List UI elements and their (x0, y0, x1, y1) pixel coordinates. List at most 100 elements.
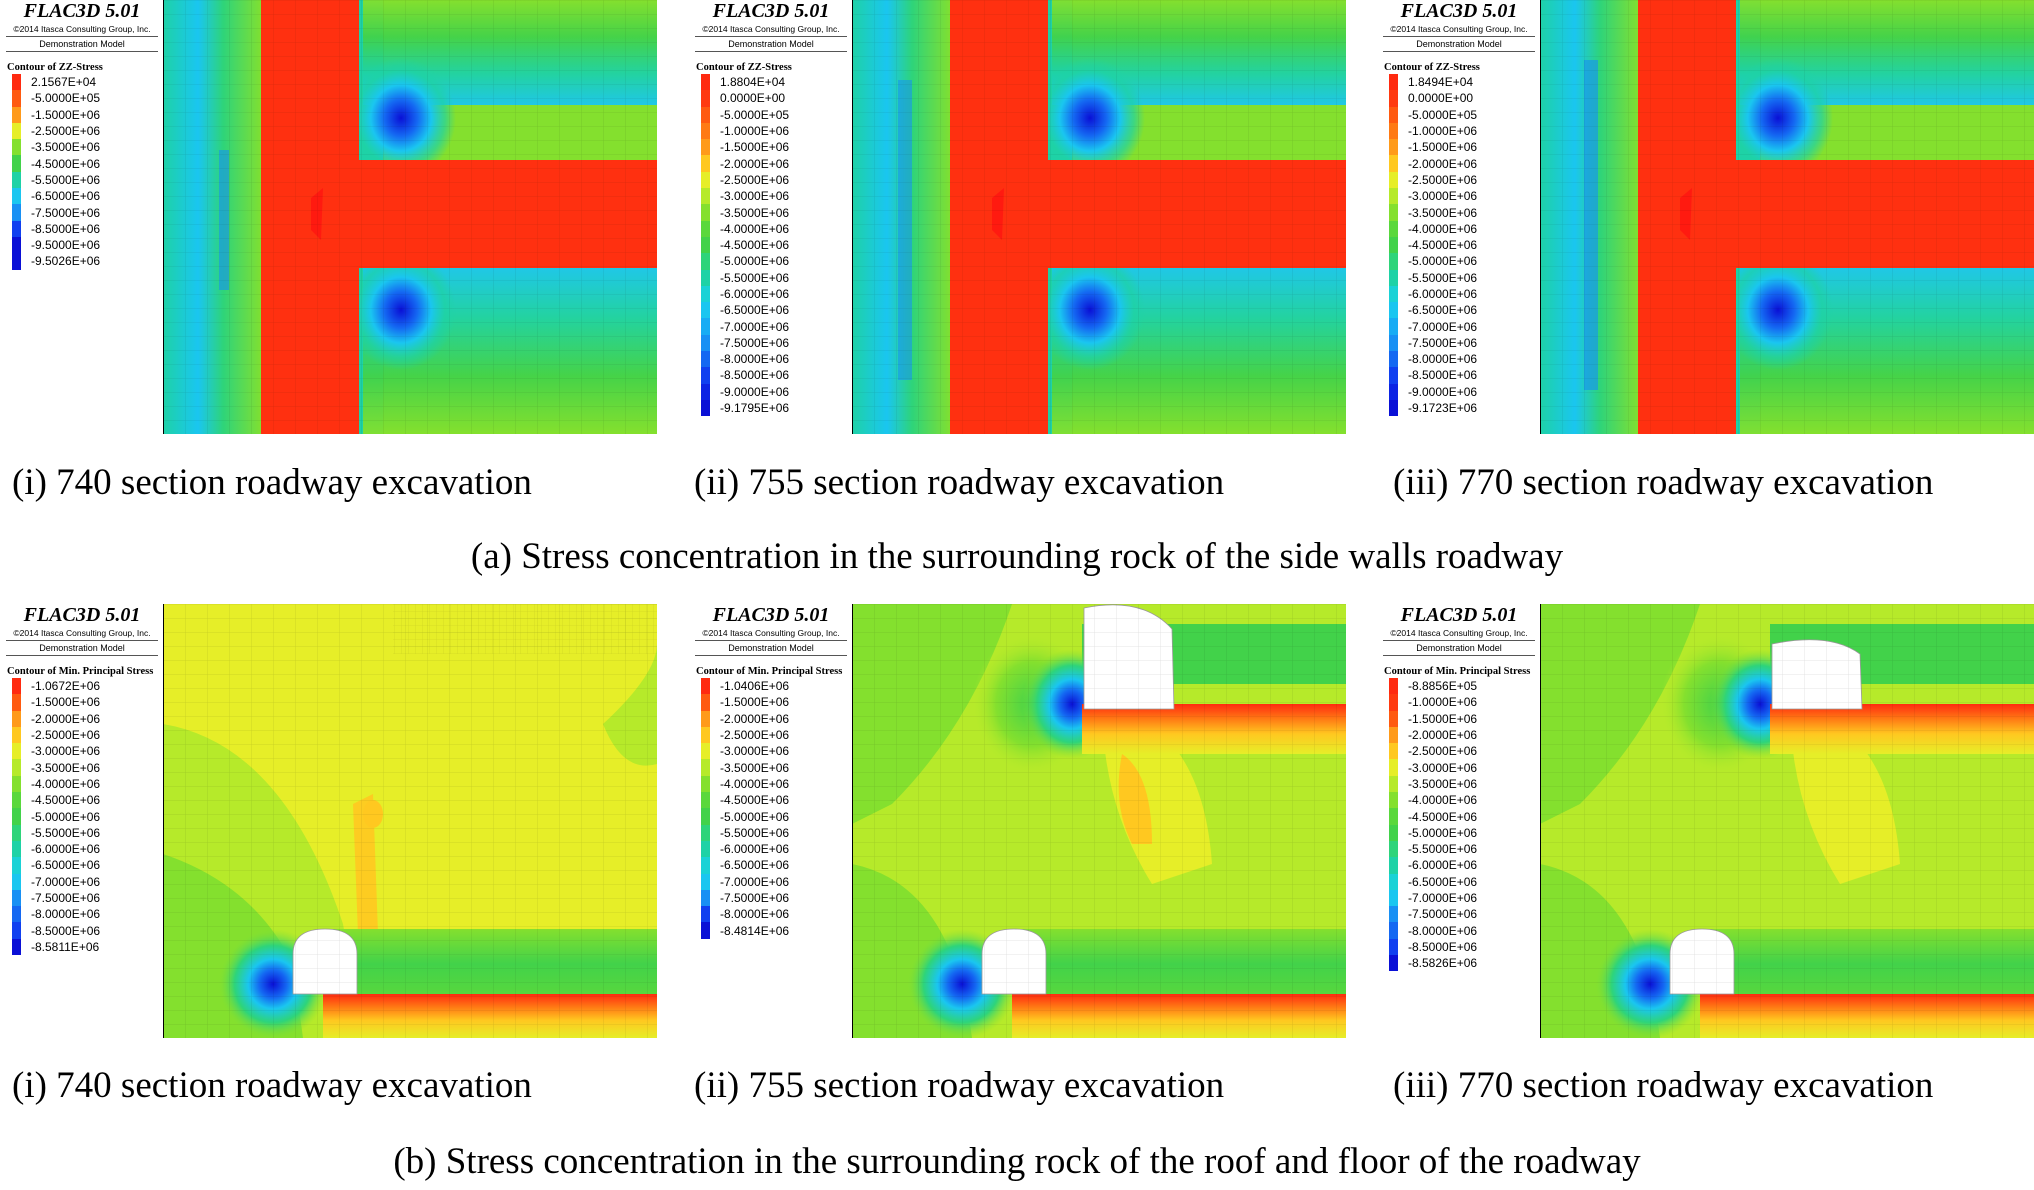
divider (6, 640, 158, 641)
legend-entry: -7.0000E+06 (693, 318, 849, 335)
contour-title: Contour of ZZ-Stress (1384, 62, 1480, 73)
legend-swatch (1389, 383, 1398, 400)
copyright-text: ©2014 Itasca Consulting Group, Inc. (13, 628, 151, 638)
legend-swatch (1389, 269, 1398, 286)
legend-entry: -9.0000E+06 (693, 383, 849, 400)
legend-value: -3.0000E+06 (720, 744, 790, 759)
legend-entry: -2.5000E+06 (693, 171, 849, 189)
legend-swatch (1389, 775, 1398, 793)
legend-value: -1.0672E+06 (31, 679, 101, 694)
legend-swatch (12, 188, 21, 205)
legend-swatch (12, 759, 21, 776)
legend-swatch (701, 383, 710, 400)
legend-swatch (701, 204, 710, 221)
contour-plot (163, 604, 657, 1038)
legend-value: -4.5000E+06 (720, 238, 790, 253)
legend-value: -5.0000E+05 (31, 91, 101, 106)
legend-value: -6.0000E+06 (31, 842, 101, 857)
legend-swatch (12, 857, 21, 874)
legend-swatch (1389, 188, 1398, 205)
contour-title: Contour of ZZ-Stress (7, 62, 103, 73)
legend-entry: -9.1795E+06 (693, 399, 849, 417)
legend-entry: -4.5000E+06 (1381, 236, 1537, 254)
legend-swatch (701, 106, 710, 123)
legend-entry: -3.0000E+06 (4, 743, 160, 760)
legend-value: -8.0000E+06 (31, 907, 101, 922)
legend-swatch (12, 139, 21, 156)
legend-swatch (701, 302, 710, 319)
legend-entry: 1.8804E+04 (693, 74, 849, 91)
legend-entry: 0.0000E+00 (693, 90, 849, 107)
legend-swatch (701, 808, 710, 825)
legend-swatch (1389, 90, 1398, 107)
legend-swatch (1389, 318, 1398, 335)
legend-swatch (1389, 678, 1398, 695)
legend-entry: -7.0000E+06 (693, 873, 849, 890)
legend-value: -5.5000E+06 (31, 172, 101, 187)
legend-swatch (1389, 204, 1398, 221)
panel-b-755: FLAC3D 5.01 ©2014 Itasca Consulting Grou… (689, 604, 1346, 1038)
legend-swatch (701, 139, 710, 156)
legend-entry: -5.5000E+06 (693, 824, 849, 841)
legend-swatch (1389, 938, 1398, 956)
legend-swatch (1389, 955, 1398, 972)
legend-entry: -1.5000E+06 (4, 694, 160, 711)
legend-entry: -3.5000E+06 (1381, 204, 1537, 221)
panel-a-740: FLAC3D 5.01 ©2014 Itasca Consulting Grou… (0, 0, 657, 434)
legend-entry: -4.5000E+06 (4, 792, 160, 809)
legend-entry: -5.0000E+05 (693, 106, 849, 123)
legend-value: -4.5000E+06 (31, 156, 101, 171)
panel-a-755: FLAC3D 5.01 ©2014 Itasca Consulting Grou… (689, 0, 1346, 434)
software-title: FLAC3D 5.01 (712, 604, 830, 626)
legend-swatch (1389, 155, 1398, 172)
legend-value: -5.0000E+06 (31, 809, 101, 824)
legend-swatch (12, 889, 21, 907)
software-title: FLAC3D 5.01 (23, 604, 141, 626)
legend-value: -5.0000E+05 (720, 107, 790, 122)
subcaption-b-755: (ii) 755 section roadway excavation (694, 1065, 1225, 1106)
legend-value: -8.0000E+06 (1408, 352, 1478, 367)
legend-box: FLAC3D 5.01 ©2014 Itasca Consulting Grou… (4, 0, 160, 434)
legend-entry: -4.0000E+06 (693, 220, 849, 237)
legend-entry: -4.5000E+06 (1381, 808, 1537, 825)
legend-entry: -5.0000E+05 (4, 90, 160, 107)
legend-value: -1.0000E+06 (1408, 695, 1478, 710)
legend-entry: -5.5000E+06 (4, 171, 160, 189)
legend-entry: -7.0000E+06 (1381, 318, 1537, 335)
legend-entry: -1.5000E+06 (693, 139, 849, 156)
legend-entry: -7.5000E+06 (693, 889, 849, 907)
legend-entry: -4.0000E+06 (1381, 792, 1537, 809)
model-name: Demonstration Model (39, 643, 125, 653)
legend-value: -8.0000E+06 (720, 352, 790, 367)
legend-entry: -8.0000E+06 (1381, 351, 1537, 368)
legend-entry: -1.0000E+06 (1381, 122, 1537, 140)
legend-value: -2.0000E+06 (31, 711, 101, 726)
legend-swatch (701, 220, 710, 237)
legend-swatch (1389, 889, 1398, 907)
legend-value: -4.0000E+06 (31, 776, 101, 791)
legend-entry: -1.0000E+06 (693, 122, 849, 140)
legend-value: -5.5000E+06 (1408, 270, 1478, 285)
contour-title: Contour of Min. Principal Stress (696, 666, 843, 677)
legend-entry: -2.5000E+06 (4, 726, 160, 744)
legend-swatch (701, 759, 710, 776)
divider (6, 655, 158, 656)
legend-value: 0.0000E+00 (720, 91, 786, 106)
legend-swatch (1389, 285, 1398, 303)
legend-swatch (12, 253, 21, 270)
legend-value: -9.1795E+06 (720, 401, 790, 416)
model-name: Demonstration Model (728, 39, 814, 49)
legend-value: -1.5000E+06 (1408, 711, 1478, 726)
legend-swatch (12, 906, 21, 923)
legend-swatch (1389, 74, 1398, 91)
legend-swatch (1389, 759, 1398, 776)
legend-swatch (1389, 351, 1398, 368)
legend-entry: -1.5000E+06 (1381, 139, 1537, 156)
legend-swatch (701, 906, 710, 923)
legend-entry: -6.5000E+06 (693, 857, 849, 874)
legend-entry: -5.5000E+06 (1381, 269, 1537, 286)
legend-entry: -6.5000E+06 (4, 188, 160, 205)
legend-entry: -3.0000E+06 (1381, 759, 1537, 776)
legend-entry: -1.0672E+06 (4, 678, 160, 695)
legend-swatch (701, 171, 710, 189)
